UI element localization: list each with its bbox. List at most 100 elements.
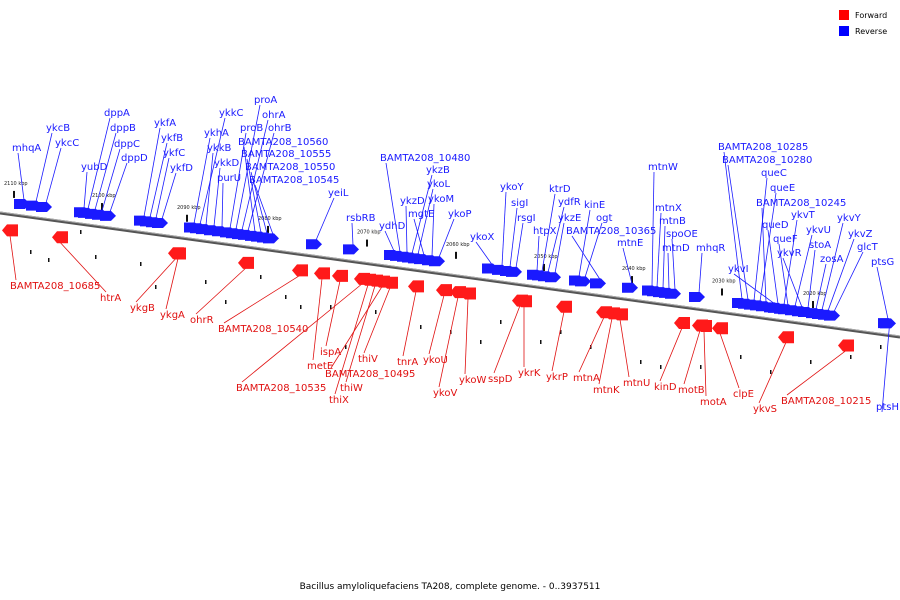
- gene-label: ohrB: [268, 123, 292, 134]
- gene-label: ykvZ: [848, 229, 873, 240]
- forward-gene-htra[interactable]: htrA: [52, 231, 121, 304]
- position-mark: [95, 255, 97, 259]
- forward-gene-mtna[interactable]: mtnA: [573, 306, 612, 384]
- gene-label: thiX: [329, 395, 349, 406]
- gene-label: clpE: [733, 389, 754, 400]
- gene-label: BAMTA208_10365: [566, 226, 656, 237]
- leader-line: [83, 171, 88, 209]
- genome-axis-highlight: [0, 211, 900, 337]
- forward-gene-ohrr[interactable]: ohrR: [190, 256, 254, 326]
- gene-label: ykoX: [470, 232, 494, 243]
- leader-line: [312, 278, 323, 361]
- gene-label: ykkC: [219, 108, 244, 119]
- legend-reverse-swatch: [839, 26, 849, 36]
- reverse-gene-bamta208-10545[interactable]: BAMTA208_10545: [249, 175, 339, 244]
- leader-line: [547, 206, 565, 273]
- forward-gene-thiv[interactable]: thiV: [358, 276, 398, 365]
- forward-gene-mtnu[interactable]: mtnU: [612, 308, 650, 389]
- reverse-gene-spooe[interactable]: spoOE: [665, 229, 698, 299]
- forward-gene-ykvs[interactable]: ykvS: [753, 331, 794, 415]
- reverse-gene-glct[interactable]: glcT: [824, 242, 879, 321]
- legend-forward-label: Forward: [855, 11, 887, 20]
- forward-gene-bamta208-10540[interactable]: BAMTA208_10540: [218, 264, 308, 335]
- forward-gene-mota[interactable]: motA: [696, 319, 727, 408]
- leader-line: [807, 249, 816, 309]
- leader-line: [515, 222, 524, 268]
- legend-reverse-label: Reverse: [855, 27, 887, 36]
- forward-gene-ykga[interactable]: ykgA: [160, 247, 186, 321]
- reverse-gene-mtne[interactable]: mtnE: [617, 238, 643, 293]
- forward-gene-ykou[interactable]: ykoU: [423, 284, 452, 366]
- forward-gene-mete[interactable]: metE: [307, 267, 333, 372]
- position-mark: [80, 230, 82, 234]
- reverse-gene-sigi[interactable]: sigI: [500, 198, 528, 276]
- leader-line: [794, 234, 813, 307]
- tick-mark: [267, 225, 269, 233]
- forward-gene-clpe[interactable]: clpE: [712, 322, 754, 400]
- forward-gene-bamta208-10215[interactable]: BAMTA208_10215: [781, 339, 871, 407]
- gene-label: yeiL: [328, 188, 349, 199]
- reverse-gene-ykfb[interactable]: ykfB: [140, 133, 183, 227]
- reverse-gene-ykom[interactable]: ykoM: [422, 194, 454, 266]
- leader-line: [35, 132, 53, 202]
- leader-line: [651, 171, 655, 287]
- tick-mark: [13, 190, 15, 198]
- position-mark: [30, 250, 32, 254]
- gene-label: mtnU: [623, 378, 650, 389]
- reverse-gene-ogt[interactable]: ogt: [575, 213, 612, 287]
- reverse-gene-mhqr[interactable]: mhqR: [689, 243, 725, 303]
- gene-label: ykfA: [154, 118, 176, 129]
- leader-line: [405, 205, 408, 253]
- forward-gene-ykrp[interactable]: ykrP: [546, 300, 572, 383]
- forward-gene-bamta208-10685[interactable]: BAMTA208_10685: [2, 224, 100, 292]
- leader-line: [619, 319, 630, 378]
- gene-label: ykvR: [777, 248, 802, 259]
- forward-gene-ykow[interactable]: ykoW: [459, 287, 486, 386]
- position-mark: [285, 295, 287, 299]
- leader-line: [509, 207, 518, 268]
- reverse-gene-ykcb[interactable]: ykcB: [26, 123, 70, 211]
- gene-label: ykvS: [753, 404, 777, 415]
- tick-label: 2020 kbp: [803, 291, 827, 297]
- reverse-gene-ykoy[interactable]: ykoY: [492, 182, 524, 275]
- leader-line: [101, 148, 121, 211]
- reverse-gene-rsbrb[interactable]: rsbRB: [343, 213, 376, 255]
- gene-label: thiV: [358, 354, 378, 365]
- reverse-gene-bamta208-10365[interactable]: BAMTA208_10365: [566, 226, 656, 289]
- leader-line: [143, 127, 161, 217]
- gene-label: queE: [770, 183, 795, 194]
- leader-line: [571, 235, 601, 280]
- reverse-gene-ykkc[interactable]: ykkC: [190, 108, 244, 234]
- gene-label: ykfD: [170, 163, 193, 174]
- reverse-gene-ykze[interactable]: ykzE: [545, 213, 581, 283]
- reverse-gene-ptsh[interactable]: ptsH: [876, 318, 899, 413]
- forward-gene-ispa[interactable]: ispA: [320, 269, 348, 358]
- position-mark: [345, 345, 347, 349]
- gene-arrow: [506, 266, 522, 277]
- reverse-gene-ykkb[interactable]: ykkB: [196, 143, 232, 235]
- reverse-gene-ykfd[interactable]: ykfD: [152, 163, 193, 229]
- leader-line: [815, 263, 827, 310]
- reverse-gene-rsgi[interactable]: rsgI: [506, 213, 536, 277]
- gene-label: ykrP: [546, 372, 568, 383]
- gene-label: kinE: [584, 200, 605, 211]
- forward-gene-tnra[interactable]: tnrA: [397, 280, 424, 368]
- reverse-gene-dppc[interactable]: dppC: [92, 139, 140, 220]
- forward-gene-kind[interactable]: kinD: [654, 316, 690, 393]
- reverse-gene-quef[interactable]: queF: [773, 234, 798, 315]
- gene-label: ptsH: [876, 402, 899, 413]
- reverse-gene-dppd[interactable]: dppD: [100, 153, 148, 221]
- leader-line: [229, 132, 247, 229]
- reverse-gene-ptsg[interactable]: ptsG: [871, 257, 894, 329]
- reverse-gene-mhqa[interactable]: mhqA: [12, 143, 41, 210]
- forward-gene-ykrk[interactable]: ykrK: [516, 295, 541, 379]
- reverse-gene-ykfc[interactable]: ykfC: [146, 148, 185, 228]
- gene-label: ykcB: [46, 123, 70, 134]
- reverse-gene-zosa[interactable]: zosA: [806, 254, 844, 319]
- leader-line: [683, 330, 701, 385]
- reverse-gene-yeil[interactable]: yeiL: [306, 188, 349, 250]
- reverse-gene-stoa[interactable]: stoA: [798, 240, 831, 318]
- reverse-gene-ykop[interactable]: ykoP: [429, 209, 472, 267]
- reverse-gene-ykcc[interactable]: ykcC: [36, 138, 79, 213]
